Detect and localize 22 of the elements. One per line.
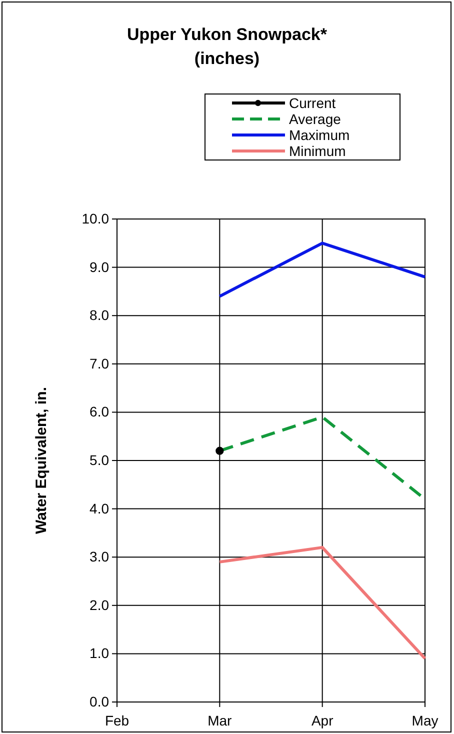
legend-label: Maximum [289,127,350,143]
chart-title: Upper Yukon Snowpack* [127,25,328,44]
y-tick-label: 10.0 [82,210,110,226]
legend-label: Current [289,95,336,111]
y-tick-label: 8.0 [90,307,110,324]
x-tick-label: Feb [104,712,130,728]
y-axis-title: Water Equivalent, in. [33,387,50,534]
legend-label: Minimum [289,143,346,159]
y-tick-label: 4.0 [90,500,110,516]
y-tick-label: 7.0 [90,355,110,372]
y-tick-label: 1.0 [90,645,110,662]
y-tick-label: 0.0 [90,693,110,710]
y-tick-label: 3.0 [90,548,110,565]
chart-subtitle: (inches) [194,49,260,68]
x-tick-label: Apr [311,712,334,728]
y-tick-label: 2.0 [90,596,110,613]
x-tick-label: Mar [208,712,232,728]
y-tick-label: 9.0 [90,258,110,275]
y-tick-label: 6.0 [90,404,110,420]
x-tick-label: May [412,712,438,728]
legend-label: Average [289,111,342,127]
y-tick-label: 5.0 [90,452,110,468]
